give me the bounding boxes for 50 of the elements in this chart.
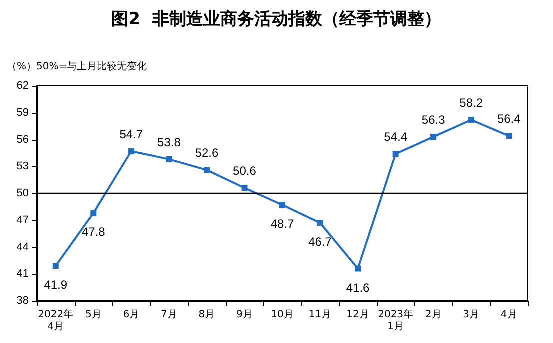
x-tick-label: 11月 (308, 310, 332, 320)
x-tick-label: 12月 (346, 310, 370, 320)
point (506, 133, 512, 140)
point (52, 263, 59, 270)
point (204, 167, 210, 174)
x-tick-label: 4月 (500, 310, 518, 320)
data-label: 52.6 (195, 146, 219, 160)
point (128, 148, 134, 154)
point (468, 117, 474, 124)
y-axis-title: （%）50%=与上月比较无变化 (7, 60, 148, 72)
point (317, 220, 324, 226)
x-tick-label: 2022年 4月 (38, 308, 74, 332)
y-tick-label: 62 (16, 80, 29, 92)
data-label: 53.8 (158, 135, 182, 150)
point (166, 156, 172, 162)
x-tick-label: 3月 (463, 310, 480, 320)
x-tick-label: 2月 (425, 310, 442, 320)
x-tick-label: 10月 (271, 310, 294, 320)
point (280, 202, 286, 208)
y-tick-label: 59 (16, 106, 29, 119)
point (355, 266, 362, 272)
data-label: 58.2 (460, 96, 484, 110)
data-label: 54.4 (384, 130, 408, 144)
point (242, 185, 248, 192)
x-tick-label: 5月 (85, 310, 102, 320)
data-label: 56.4 (497, 112, 522, 126)
x-tick-label: 7月 (161, 310, 178, 320)
y-tick-label: 47 (16, 214, 29, 226)
point (392, 151, 399, 158)
x-tick-label: 6月 (123, 310, 140, 320)
y-tick-label: 44 (16, 241, 29, 254)
y-tick-label: 53 (16, 160, 29, 173)
data-label: 48.7 (270, 217, 294, 232)
y-tick-label: 38 (16, 295, 29, 307)
y-tick-label: 56 (16, 134, 29, 146)
data-label: 56.3 (422, 113, 446, 128)
data-label: 46.7 (308, 235, 332, 250)
data-label: 41.6 (346, 280, 370, 295)
x-tick-label: 8月 (198, 310, 216, 320)
data-label: 47.8 (82, 225, 106, 240)
chart-title: 图2 非制造业商务活动指数（经季节调整） (112, 10, 442, 30)
data-label: 41.9 (44, 278, 68, 292)
y-tick-label: 50 (16, 188, 29, 200)
x-tick-label: 2023年 1月 (378, 308, 414, 332)
data-label: 50.6 (233, 164, 257, 178)
data-label: 54.7 (120, 127, 144, 142)
point (90, 210, 97, 216)
y-tick-label: 41 (16, 268, 29, 280)
x-tick-label: 9月 (236, 310, 253, 320)
point (430, 134, 437, 140)
